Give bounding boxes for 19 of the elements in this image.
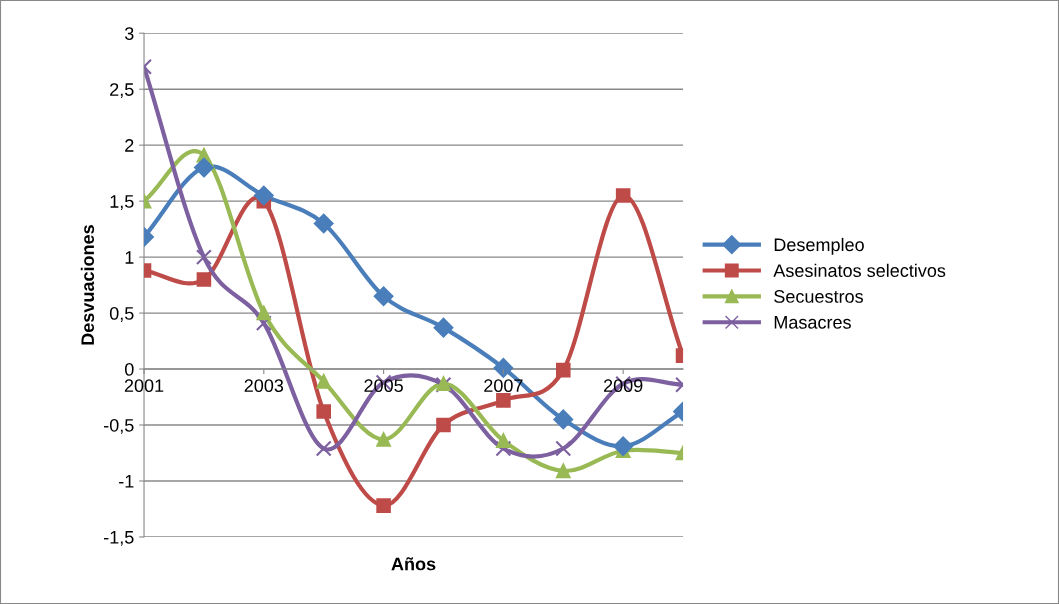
legend-label: Masacres (774, 316, 851, 329)
legend-label: Desempleo (774, 237, 864, 255)
y-tick-label: -0,5 (103, 418, 134, 434)
y-tick-label: 2,5 (110, 83, 134, 99)
y-tick-label: 1,5 (110, 195, 134, 210)
y-axis-title: Desvuaciones (80, 225, 95, 345)
x-tick-label: 2003 (244, 379, 284, 393)
legend-label: Secuestros (774, 290, 863, 303)
x-tick-label: 2001 (124, 379, 164, 393)
y-tick-label: -1,5 (103, 531, 134, 546)
y-tick-label: 2 (125, 139, 134, 152)
y-tick-label: 0 (124, 362, 134, 376)
y-tick-label: 0,5 (109, 307, 134, 322)
y-tick-label: -1 (119, 475, 134, 488)
y-tick-label: 1 (125, 251, 134, 264)
y-tick-label: 3 (124, 27, 134, 40)
x-tick-label: 2007 (484, 379, 523, 393)
x-axis-title: Años (391, 557, 436, 571)
legend-label: Asesinatos selectivos (773, 263, 946, 278)
